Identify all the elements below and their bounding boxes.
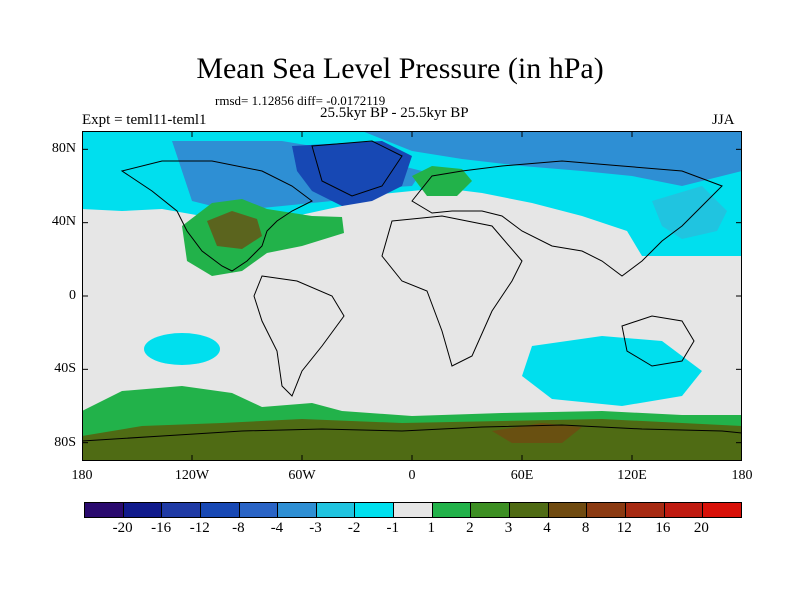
coastline-south-america bbox=[253, 275, 345, 397]
anomaly-region-namerica-olive bbox=[207, 211, 262, 249]
colorbar-label: -20 bbox=[112, 520, 133, 536]
x-tick-label: 60E bbox=[510, 468, 534, 483]
colorbar-swatch bbox=[316, 503, 356, 517]
colorbar-swatch bbox=[625, 503, 665, 517]
colorbar-label: 2 bbox=[466, 520, 474, 536]
coastline-africa bbox=[381, 215, 523, 367]
colorbar-label: -16 bbox=[151, 520, 172, 536]
x-tick-label: 60W bbox=[288, 468, 316, 483]
colorbar-label: 8 bbox=[581, 520, 590, 536]
colorbar-swatch bbox=[355, 503, 395, 517]
anomaly-region-antarctic-brown bbox=[492, 423, 582, 443]
colorbar-label: 4 bbox=[543, 520, 551, 536]
colorbar bbox=[84, 502, 742, 518]
anomaly-region-south-cyan bbox=[522, 336, 702, 406]
plot-title: Mean Sea Level Pressure (in hPa) bbox=[196, 52, 604, 85]
colorbar-swatch bbox=[703, 503, 741, 517]
experiment-label: Expt = teml11-teml1 bbox=[82, 112, 207, 128]
colorbar-label: 20 bbox=[693, 520, 709, 536]
anomaly-region-greenland-darkblue bbox=[292, 141, 412, 206]
anomaly-region-antarctic-darkgreen bbox=[82, 419, 742, 461]
colorbar-swatch bbox=[162, 503, 201, 517]
coastlines bbox=[82, 140, 742, 442]
colorbar-swatch bbox=[664, 503, 704, 517]
colorbar-label: 3 bbox=[504, 520, 513, 536]
colorbar-swatch bbox=[510, 503, 549, 517]
season-label: JJA bbox=[712, 112, 735, 128]
x-tick-label: 180 bbox=[71, 468, 93, 483]
x-tick-label: 180 bbox=[731, 468, 753, 483]
colorbar-label: -12 bbox=[189, 520, 210, 536]
colorbar-label: -3 bbox=[309, 520, 322, 536]
coastline-eurasia bbox=[411, 160, 723, 277]
pressure-map bbox=[82, 131, 742, 461]
x-tick-label: 120E bbox=[617, 468, 647, 483]
coastline-antarctica bbox=[82, 424, 742, 442]
stats-label: rmsd= 1.12856 diff= -0.0172119 bbox=[215, 93, 386, 108]
coastline-north-america bbox=[120, 160, 313, 272]
anomaly-region-north-blue-2 bbox=[362, 131, 742, 186]
anomaly-region-scandinavia-green bbox=[412, 166, 472, 196]
colorbar-swatch bbox=[278, 503, 317, 517]
colorbar-swatch bbox=[394, 503, 433, 517]
x-tick-label: 120W bbox=[174, 468, 210, 483]
colorbar-swatch bbox=[587, 503, 626, 517]
colorbar-label: -8 bbox=[232, 520, 245, 536]
y-tick-label: 80S bbox=[54, 435, 76, 450]
y-tick-label: 80N bbox=[51, 141, 76, 156]
colorbar-label: 16 bbox=[655, 520, 671, 536]
colorbar-swatch bbox=[200, 503, 240, 517]
x-tick-label: 0 bbox=[408, 468, 416, 483]
colorbar-label: -2 bbox=[347, 520, 361, 536]
colorbar-label: -4 bbox=[270, 520, 284, 536]
coastline-greenland bbox=[311, 140, 403, 197]
colorbar-label: 12 bbox=[616, 520, 632, 536]
colorbar-swatch bbox=[239, 503, 279, 517]
coastline-australia bbox=[621, 315, 695, 367]
colorbar-swatch bbox=[432, 503, 472, 517]
anomaly-region-spacific-cyan bbox=[144, 333, 220, 365]
colorbar-swatch bbox=[85, 503, 124, 517]
colorbar-swatch bbox=[123, 503, 163, 517]
colorbar-label: -1 bbox=[386, 520, 399, 536]
colorbar-swatch bbox=[548, 503, 588, 517]
colorbar-label: 1 bbox=[427, 520, 436, 536]
colorbar-swatch bbox=[471, 503, 511, 517]
y-tick-label: 0 bbox=[69, 288, 76, 303]
y-tick-label: 40S bbox=[54, 361, 76, 376]
y-tick-label: 40N bbox=[51, 214, 76, 229]
axis-ticks bbox=[82, 131, 742, 461]
plot-subtitle: 25.5kyr BP - 25.5kyr BP bbox=[320, 105, 469, 121]
